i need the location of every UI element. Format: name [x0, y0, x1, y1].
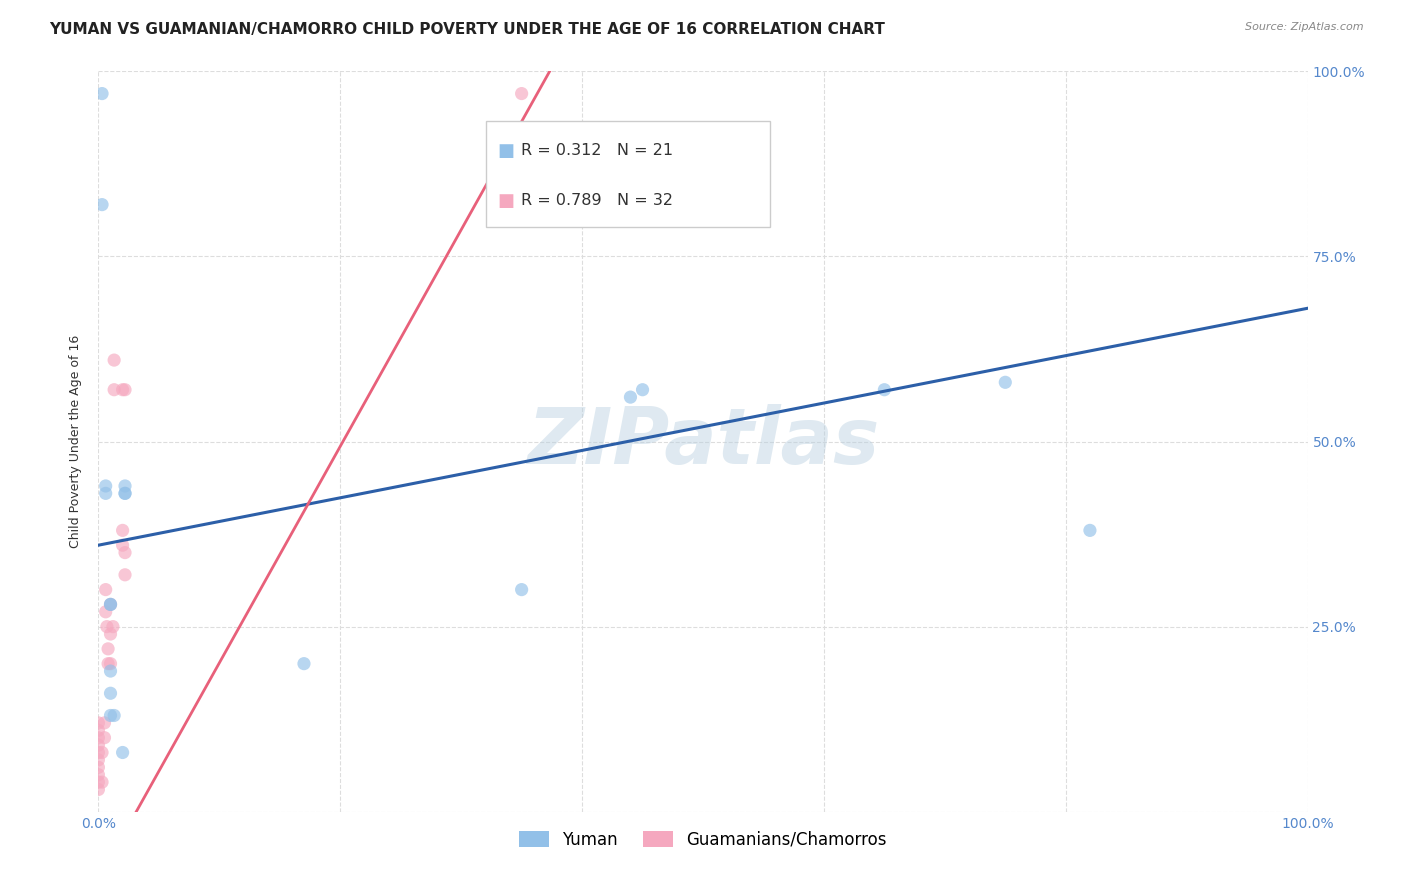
- Point: [114, 383, 136, 397]
- Point: [93, 715, 115, 730]
- Point: [100, 598, 122, 612]
- Point: [631, 383, 654, 397]
- Point: [103, 353, 125, 368]
- Point: [87, 731, 110, 745]
- Point: [94, 479, 117, 493]
- Point: [103, 708, 125, 723]
- Point: [111, 383, 134, 397]
- Point: [87, 775, 110, 789]
- Point: [114, 546, 136, 560]
- Text: R = 0.789   N = 32: R = 0.789 N = 32: [522, 194, 673, 208]
- Point: [87, 723, 110, 738]
- Point: [93, 731, 115, 745]
- Legend: Yuman, Guamanians/Chamorros: Yuman, Guamanians/Chamorros: [512, 824, 894, 855]
- Point: [873, 383, 896, 397]
- Point: [91, 746, 114, 760]
- Point: [87, 746, 110, 760]
- Point: [994, 376, 1017, 390]
- Point: [87, 782, 110, 797]
- Text: ■: ■: [498, 192, 515, 210]
- Point: [87, 760, 110, 774]
- Point: [87, 715, 110, 730]
- Point: [111, 746, 134, 760]
- Point: [103, 383, 125, 397]
- Point: [87, 767, 110, 781]
- Point: [114, 567, 136, 582]
- Text: ■: ■: [498, 142, 515, 160]
- Text: ZIPatlas: ZIPatlas: [527, 403, 879, 480]
- Point: [91, 87, 114, 101]
- Point: [114, 479, 136, 493]
- Point: [111, 524, 134, 538]
- Point: [100, 627, 122, 641]
- Point: [94, 605, 117, 619]
- Point: [100, 708, 122, 723]
- Point: [100, 598, 122, 612]
- Point: [114, 486, 136, 500]
- Point: [100, 598, 122, 612]
- Text: R = 0.312   N = 21: R = 0.312 N = 21: [522, 143, 673, 158]
- Point: [292, 657, 315, 671]
- Text: Source: ZipAtlas.com: Source: ZipAtlas.com: [1246, 22, 1364, 32]
- Point: [1078, 524, 1101, 538]
- Point: [100, 686, 122, 700]
- Y-axis label: Child Poverty Under the Age of 16: Child Poverty Under the Age of 16: [69, 334, 83, 549]
- Point: [94, 486, 117, 500]
- Point: [619, 390, 641, 404]
- Point: [87, 738, 110, 752]
- Point: [510, 87, 533, 101]
- Point: [96, 619, 118, 633]
- Point: [100, 664, 122, 678]
- Point: [91, 775, 114, 789]
- Point: [111, 538, 134, 552]
- Point: [94, 582, 117, 597]
- Point: [91, 197, 114, 211]
- Text: YUMAN VS GUAMANIAN/CHAMORRO CHILD POVERTY UNDER THE AGE OF 16 CORRELATION CHART: YUMAN VS GUAMANIAN/CHAMORRO CHILD POVERT…: [49, 22, 886, 37]
- Point: [101, 619, 124, 633]
- Point: [97, 641, 120, 656]
- Point: [510, 582, 533, 597]
- Point: [97, 657, 120, 671]
- Point: [87, 753, 110, 767]
- Point: [114, 486, 136, 500]
- Point: [100, 657, 122, 671]
